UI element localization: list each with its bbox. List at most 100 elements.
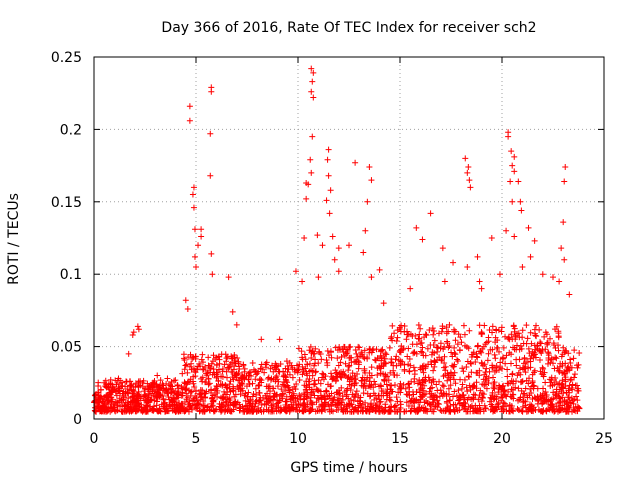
data-point [227, 361, 234, 368]
data-point [554, 365, 561, 372]
data-point [421, 382, 428, 389]
data-point [378, 388, 385, 395]
data-point [256, 389, 263, 396]
data-point [286, 408, 293, 415]
data-point [410, 391, 417, 398]
data-point [252, 376, 259, 383]
data-point [464, 169, 471, 176]
data-point [186, 117, 193, 124]
data-point [180, 355, 187, 362]
data-point [514, 405, 521, 412]
data-point [555, 347, 562, 354]
data-point [351, 372, 358, 379]
data-point [233, 321, 240, 328]
data-point [318, 356, 325, 363]
data-point [368, 177, 375, 184]
data-point [249, 408, 256, 415]
data-point [371, 378, 378, 385]
data-point [394, 334, 401, 341]
data-point [570, 355, 577, 362]
data-point [235, 386, 242, 393]
data-point [205, 354, 212, 361]
data-point [482, 376, 489, 383]
data-point [352, 159, 359, 166]
data-point [193, 394, 200, 401]
data-point [413, 350, 420, 357]
data-point [165, 393, 172, 400]
data-point [542, 388, 549, 395]
data-point [334, 373, 341, 380]
data-point [274, 383, 281, 390]
data-point [459, 381, 466, 388]
data-point [303, 378, 310, 385]
data-point [405, 381, 412, 388]
data-point [429, 399, 436, 406]
data-point [543, 398, 550, 405]
data-point [129, 332, 136, 339]
data-point [562, 376, 569, 383]
data-point [182, 297, 189, 304]
data-point [440, 407, 447, 414]
data-point [383, 351, 390, 358]
data-point [116, 387, 123, 394]
data-point [184, 369, 191, 376]
data-point [368, 381, 375, 388]
data-point [283, 358, 290, 365]
data-point [267, 376, 274, 383]
data-point [473, 408, 480, 415]
data-point [403, 408, 410, 415]
data-point [301, 399, 308, 406]
data-point [408, 397, 415, 404]
data-point [299, 356, 306, 363]
data-point [263, 361, 270, 368]
data-point [198, 356, 205, 363]
data-point [518, 378, 525, 385]
data-point [249, 380, 256, 387]
data-point [144, 406, 151, 413]
data-point [349, 391, 356, 398]
data-point [124, 390, 131, 397]
data-point [461, 376, 468, 383]
data-point [489, 408, 496, 415]
data-point [456, 347, 463, 354]
data-point [119, 401, 126, 408]
data-point [423, 332, 430, 339]
data-point [566, 389, 573, 396]
data-point [468, 360, 475, 367]
data-point [448, 349, 455, 356]
data-point [164, 390, 171, 397]
data-point [517, 365, 524, 372]
data-point [334, 347, 341, 354]
data-point [201, 402, 208, 409]
data-point [263, 383, 270, 390]
data-point [282, 373, 289, 380]
data-point [160, 395, 167, 402]
data-point [384, 386, 391, 393]
data-point [489, 346, 496, 353]
data-point [147, 403, 154, 410]
data-point [309, 78, 316, 85]
data-point [496, 348, 503, 355]
data-point [544, 349, 551, 356]
data-point [450, 401, 457, 408]
data-point [236, 407, 243, 414]
data-point [231, 393, 238, 400]
data-point [336, 390, 343, 397]
data-point [265, 408, 272, 415]
data-point [422, 363, 429, 370]
data-point [115, 375, 122, 382]
data-point [373, 405, 380, 412]
data-point [340, 368, 347, 375]
data-point [115, 388, 122, 395]
data-point [205, 381, 212, 388]
data-point [563, 406, 570, 413]
data-point [479, 381, 486, 388]
data-point [354, 354, 361, 361]
data-point [537, 368, 544, 375]
data-point [511, 153, 518, 160]
data-point [156, 393, 163, 400]
data-point [206, 364, 213, 371]
data-point [387, 397, 394, 404]
data-point [252, 385, 259, 392]
data-point [314, 232, 321, 239]
